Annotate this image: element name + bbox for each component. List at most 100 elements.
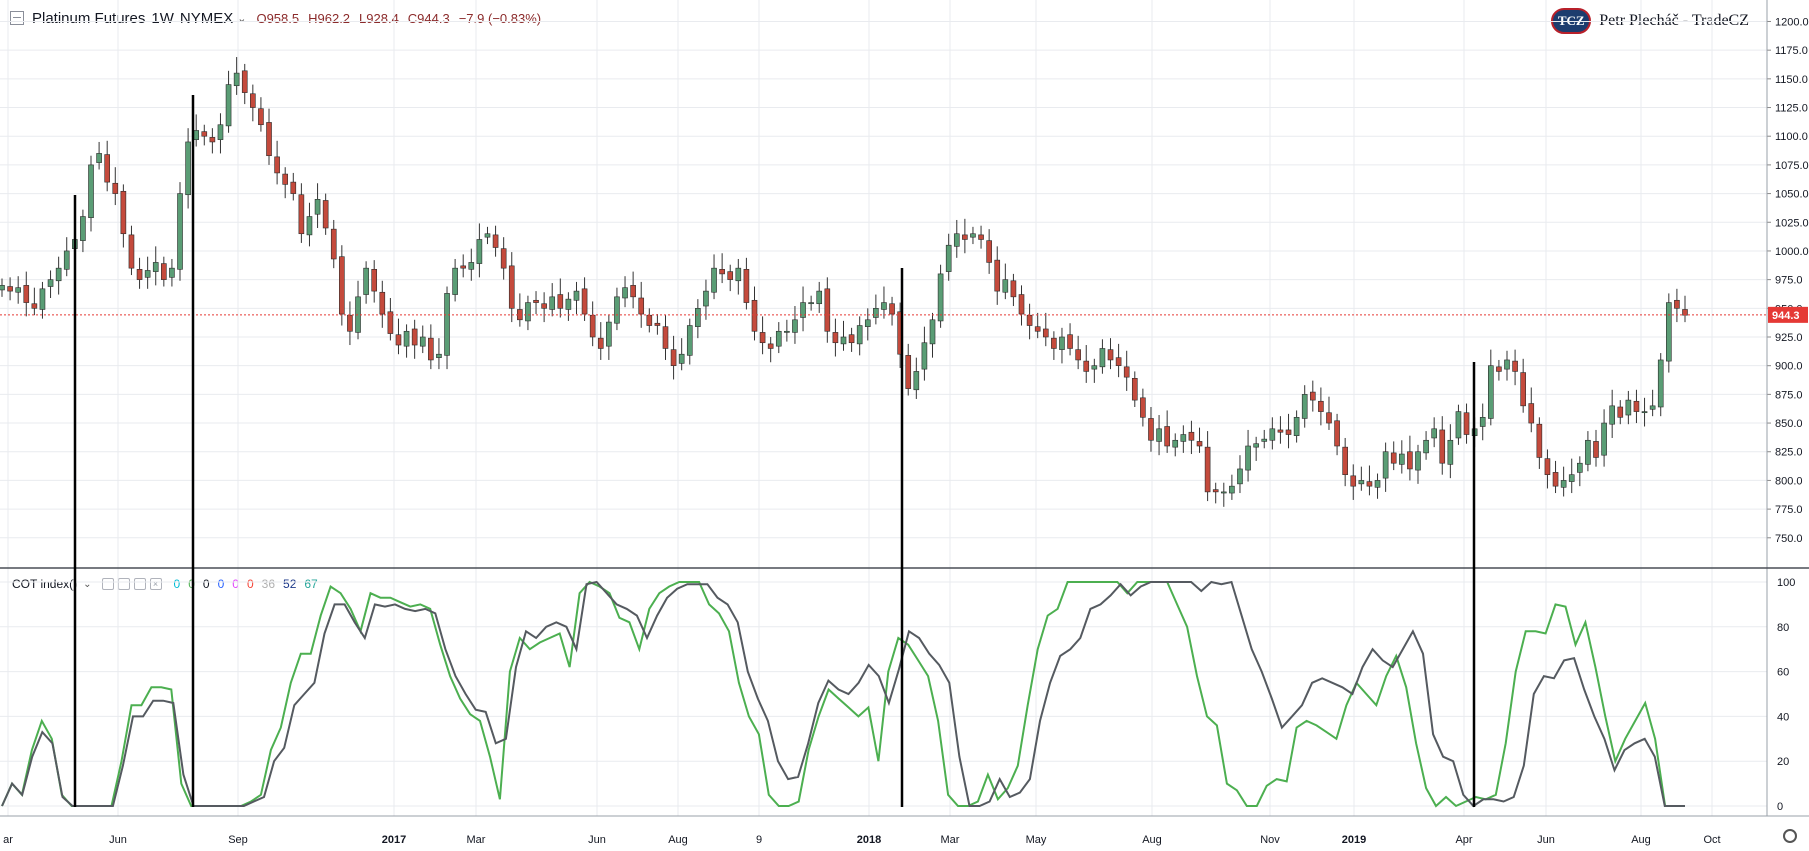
last-price-label: 944.3 xyxy=(1772,310,1800,322)
candle-down xyxy=(638,297,645,315)
candle-down xyxy=(1140,397,1146,418)
candle-up xyxy=(1293,417,1300,436)
candle-up xyxy=(1382,451,1389,479)
candle-down xyxy=(1075,349,1081,361)
exchange-label[interactable]: NYMEX xyxy=(179,9,234,27)
candle-up xyxy=(169,267,175,278)
candle-down xyxy=(31,303,38,309)
candle-down xyxy=(662,326,669,349)
candle-down xyxy=(411,328,418,346)
candle-up xyxy=(1585,439,1591,465)
candle-up xyxy=(1091,365,1098,370)
candle-up xyxy=(1641,411,1648,414)
time-tick-label: Nov xyxy=(1260,834,1280,846)
candle-up xyxy=(80,216,86,241)
candle-up xyxy=(1447,439,1454,465)
candle-up xyxy=(233,72,240,87)
candle-up xyxy=(1657,359,1664,408)
indicator-value: 0 xyxy=(173,577,181,591)
candle-down xyxy=(282,173,289,185)
time-tick-label: Jun xyxy=(588,834,606,846)
candle-up xyxy=(808,302,814,305)
collapse-icon[interactable] xyxy=(10,11,24,25)
candle-up xyxy=(1487,365,1494,419)
candle-up xyxy=(47,279,54,287)
time-tick-label: Jun xyxy=(1537,834,1555,846)
candle-down xyxy=(1334,420,1340,447)
time-tick-label: 2017 xyxy=(382,834,406,846)
candle-up xyxy=(1455,411,1462,439)
time-tick-label: Aug xyxy=(1631,834,1651,846)
candle-up xyxy=(525,302,531,322)
candle-down xyxy=(1107,349,1114,361)
candle-up xyxy=(152,262,159,272)
candle-down xyxy=(112,182,119,194)
candle-up xyxy=(1374,480,1381,488)
candle-down xyxy=(1439,429,1446,464)
price-tick-label: 900.0 xyxy=(1775,361,1803,373)
candle-down xyxy=(161,263,167,280)
candle-down xyxy=(241,70,248,93)
candle-down xyxy=(258,108,264,126)
candle-down xyxy=(1051,337,1057,349)
time-tick-label: Apr xyxy=(1455,834,1472,846)
candle-up xyxy=(929,319,936,345)
price-tick-label: 1200.0 xyxy=(1775,16,1809,28)
candle-down xyxy=(1204,446,1211,493)
candle-down xyxy=(266,122,272,157)
price-tick-label: 1100.0 xyxy=(1775,131,1808,143)
candle-up xyxy=(468,262,475,270)
candle-up xyxy=(1666,302,1672,362)
candle-up xyxy=(1229,485,1235,494)
candle-down xyxy=(848,334,855,344)
price-tick-label: 925.0 xyxy=(1775,332,1803,344)
candle-down xyxy=(670,349,677,366)
symbol-title[interactable]: Platinum Futures xyxy=(32,9,146,27)
candle-down xyxy=(719,269,725,275)
cot-tick-label: 60 xyxy=(1777,667,1789,679)
chevron-down-icon[interactable]: ⌄ xyxy=(83,578,92,590)
candle-down xyxy=(128,234,135,269)
candle-up xyxy=(1479,417,1486,427)
price-tick-label: 1000.0 xyxy=(1775,246,1809,258)
candle-up xyxy=(1601,422,1607,456)
price-tick-label: 1050.0 xyxy=(1775,189,1809,201)
candle-down xyxy=(727,271,734,280)
candle-down xyxy=(1342,446,1348,475)
candle-up xyxy=(573,290,580,301)
candle-down xyxy=(250,93,256,108)
candle-down xyxy=(120,190,127,235)
candle-down xyxy=(460,265,467,269)
candle-up xyxy=(476,239,483,264)
indicator-name[interactable]: COT index xyxy=(12,577,70,591)
price-tick-label: 1150.0 xyxy=(1775,74,1808,86)
indicator-params: () xyxy=(69,577,78,591)
cot-tick-label: 80 xyxy=(1777,622,1789,634)
candle-down xyxy=(905,355,912,389)
candle-up xyxy=(678,353,685,364)
candle-up xyxy=(314,199,321,215)
candle-up xyxy=(873,308,879,318)
candle-up xyxy=(1220,491,1227,494)
candle-down xyxy=(889,303,895,315)
indicator-value: 67 xyxy=(304,577,318,591)
candle-up xyxy=(1237,468,1243,485)
timeframe-label[interactable]: 1W xyxy=(151,9,174,27)
price-tick-label: 850.0 xyxy=(1775,418,1803,430)
candle-down xyxy=(1010,280,1017,298)
close-icon[interactable]: × xyxy=(149,578,162,590)
candle-down xyxy=(1285,429,1292,435)
candle-down xyxy=(508,265,515,309)
candle-down xyxy=(751,299,758,332)
candle-down xyxy=(1115,357,1122,366)
candle-up xyxy=(144,270,151,278)
candle-up xyxy=(1625,399,1632,416)
candle-down xyxy=(1674,299,1680,309)
candle-up xyxy=(193,130,200,140)
candle-up xyxy=(775,330,782,347)
source-icon[interactable] xyxy=(133,578,146,590)
eye-icon[interactable] xyxy=(101,578,114,590)
chevron-down-icon[interactable]: ⌄ xyxy=(237,12,247,25)
gear-icon[interactable] xyxy=(1783,829,1797,843)
